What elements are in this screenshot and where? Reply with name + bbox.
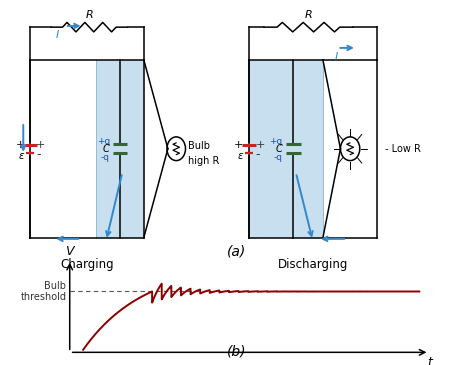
Text: Charging: Charging bbox=[60, 258, 114, 272]
Text: I: I bbox=[56, 30, 59, 40]
Text: ε: ε bbox=[19, 151, 25, 161]
Text: R: R bbox=[304, 10, 312, 20]
Text: Discharging: Discharging bbox=[278, 258, 348, 272]
Text: Bulb: Bulb bbox=[188, 141, 210, 151]
Text: - Low R: - Low R bbox=[384, 144, 420, 154]
Text: -: - bbox=[255, 148, 260, 161]
Text: -q: -q bbox=[274, 153, 283, 162]
Text: +: + bbox=[234, 139, 243, 150]
Text: -q: -q bbox=[101, 153, 110, 162]
Text: I: I bbox=[335, 52, 338, 62]
Text: R: R bbox=[85, 10, 93, 20]
Text: C: C bbox=[276, 144, 283, 154]
Text: +: + bbox=[15, 139, 25, 150]
Text: high R: high R bbox=[188, 155, 219, 166]
Text: Bulb
threshold: Bulb threshold bbox=[20, 281, 66, 302]
Text: -: - bbox=[36, 148, 41, 161]
Text: +: + bbox=[36, 139, 46, 150]
Text: V: V bbox=[65, 245, 74, 258]
Text: C: C bbox=[103, 144, 110, 154]
Text: +q: +q bbox=[97, 137, 110, 146]
Text: (a): (a) bbox=[228, 245, 246, 259]
Bar bbox=[249, 60, 323, 238]
Text: +q: +q bbox=[270, 137, 283, 146]
Text: +: + bbox=[255, 139, 265, 150]
Bar bbox=[96, 60, 144, 238]
Text: t: t bbox=[427, 356, 432, 365]
Text: (b): (b) bbox=[227, 345, 247, 359]
Text: ε: ε bbox=[238, 151, 243, 161]
